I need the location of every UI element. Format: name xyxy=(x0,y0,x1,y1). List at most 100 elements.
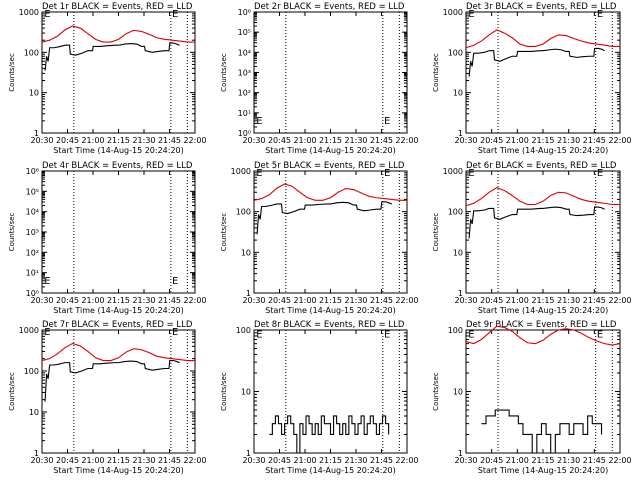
chart-panel-5: Det 5r BLACK = Events, RED = LLD 20:30 20:… xyxy=(220,161,419,315)
x-tick-label: 21:15 xyxy=(107,456,130,465)
x-tick-label: 21:15 xyxy=(319,296,342,305)
e-marker: E xyxy=(384,168,390,179)
x-tick-label: 20:45 xyxy=(268,296,291,305)
x-tick-label: 21:00 xyxy=(506,136,529,145)
x-tick-label: 22:00 xyxy=(608,296,631,305)
chart-panel-8: Det 8r BLACK = Events, RED = LLD 20:30 20:… xyxy=(220,320,419,475)
events-series-line xyxy=(44,359,180,402)
plot-frame xyxy=(41,170,196,294)
e-marker: E xyxy=(256,329,262,340)
x-tick-label: 21:45 xyxy=(370,456,393,465)
y-tick-label: 100 xyxy=(236,208,251,217)
e-marker: E xyxy=(468,9,474,20)
e-marker: E xyxy=(597,329,603,340)
x-tick-label: 20:45 xyxy=(480,456,503,465)
x-tick-label: 20:30 xyxy=(30,136,53,145)
y-tick-label: 10 xyxy=(241,248,251,257)
y-tick-label: 10⁴ xyxy=(238,48,251,57)
x-tick-label: 20:30 xyxy=(30,456,53,465)
x-tick-label: 21:45 xyxy=(158,136,181,145)
plot-frame xyxy=(253,170,408,294)
y-tick-label: 100 xyxy=(448,48,463,57)
x-tick-label: 20:45 xyxy=(268,456,291,465)
x-tick-label: 21:30 xyxy=(344,136,367,145)
y-tick-label: 100 xyxy=(236,326,251,335)
x-tick-label: 21:15 xyxy=(531,136,554,145)
plot-frame xyxy=(465,170,621,294)
y-tick-label: 10² xyxy=(238,89,251,98)
chart-panel-3: Det 3r BLACK = Events, RED = LLD 20:30 20:… xyxy=(432,2,632,155)
chart-title: Det 8r BLACK = Events, RED = LLD xyxy=(254,320,405,330)
x-axis-label: Start Time (14-Aug-15 20:24:20) xyxy=(478,146,609,155)
x-tick-label: 20:30 xyxy=(242,456,265,465)
x-tick-label: 21:45 xyxy=(583,456,606,465)
y-tick-label: 1 xyxy=(246,289,251,298)
x-tick-label: 21:30 xyxy=(557,456,580,465)
x-tick-label: 20:45 xyxy=(480,136,503,145)
x-tick-label: 21:15 xyxy=(319,456,342,465)
y-axis-label: Counts/sec xyxy=(432,53,440,92)
e-marker: E xyxy=(44,327,50,338)
x-tick-label: 21:15 xyxy=(107,136,130,145)
chart-panel-2: Det 2r BLACK = Events, RED = LLD 20:30 20:… xyxy=(220,2,419,155)
events-series-line xyxy=(468,47,605,77)
x-tick-label: 21:30 xyxy=(557,136,580,145)
x-axis-label: Start Time (14-Aug-15 20:24:20) xyxy=(53,146,184,155)
y-tick-label: 10 xyxy=(453,89,463,98)
x-tick-label: 21:15 xyxy=(107,296,130,305)
y-axis-label: Counts/sec xyxy=(8,53,16,92)
x-tick-label: 21:00 xyxy=(293,296,316,305)
y-tick-label: 10 xyxy=(29,408,39,417)
x-tick-label: 21:00 xyxy=(81,296,104,305)
x-tick-label: 21:15 xyxy=(531,456,554,465)
y-tick-label: 1000 xyxy=(443,167,463,176)
y-tick-label: 100 xyxy=(24,48,39,57)
chart-title: Det 3r BLACK = Events, RED = LLD xyxy=(466,2,617,12)
x-axis-label: Start Time (14-Aug-15 20:24:20) xyxy=(478,306,609,315)
y-tick-label: 10¹ xyxy=(26,269,39,278)
e-marker: E xyxy=(468,168,474,179)
e-marker: E xyxy=(384,329,390,340)
events-series-line xyxy=(269,415,390,454)
x-axis-label: Start Time (14-Aug-15 20:24:20) xyxy=(265,306,396,315)
x-tick-label: 20:45 xyxy=(268,136,291,145)
x-axis-label: Start Time (14-Aug-15 20:24:20) xyxy=(53,306,184,315)
x-tick-label: 21:30 xyxy=(344,296,367,305)
x-tick-label: 22:00 xyxy=(395,456,418,465)
x-tick-label: 21:00 xyxy=(81,136,104,145)
x-tick-label: 22:00 xyxy=(608,136,631,145)
e-marker: E xyxy=(172,327,178,338)
x-tick-label: 20:45 xyxy=(56,296,79,305)
x-tick-label: 21:45 xyxy=(583,296,606,305)
x-tick-label: 20:30 xyxy=(454,136,477,145)
y-tick-label: 10⁰ xyxy=(238,129,251,138)
plot-frame xyxy=(465,11,621,134)
x-axis-label: Start Time (14-Aug-15 20:24:20) xyxy=(478,466,609,475)
x-tick-label: 20:30 xyxy=(30,296,53,305)
x-tick-label: 21:45 xyxy=(158,296,181,305)
x-tick-label: 20:30 xyxy=(454,456,477,465)
y-tick-label: 1000 xyxy=(19,326,39,335)
x-tick-label: 21:45 xyxy=(370,296,393,305)
chart-panel-9: Det 9r BLACK = Events, RED = LLD 20:30 20:… xyxy=(432,320,632,475)
chart-panel-4: Det 4r BLACK = Events, RED = LLD 20:30 20:… xyxy=(8,161,207,315)
plot-frame xyxy=(465,329,621,454)
y-tick-label: 10⁵ xyxy=(26,187,39,196)
lld-series-line xyxy=(41,25,195,43)
x-tick-label: 20:45 xyxy=(480,296,503,305)
e-marker: E xyxy=(597,168,603,179)
x-tick-label: 22:00 xyxy=(395,296,418,305)
x-tick-label: 21:45 xyxy=(583,136,606,145)
y-tick-label: 10¹ xyxy=(238,109,251,118)
lld-series-line xyxy=(465,187,620,207)
lld-series-line xyxy=(465,325,621,346)
y-tick-label: 100 xyxy=(448,326,463,335)
e-marker: E xyxy=(256,168,262,179)
y-tick-label: 10 xyxy=(29,89,39,98)
y-axis-label: Counts/sec xyxy=(8,213,16,252)
chart-title: Det 7r BLACK = Events, RED = LLD xyxy=(42,320,193,330)
y-tick-label: 1 xyxy=(246,449,251,458)
y-tick-label: 10⁶ xyxy=(238,8,251,17)
x-tick-label: 21:00 xyxy=(506,456,529,465)
events-series-line xyxy=(468,206,605,239)
